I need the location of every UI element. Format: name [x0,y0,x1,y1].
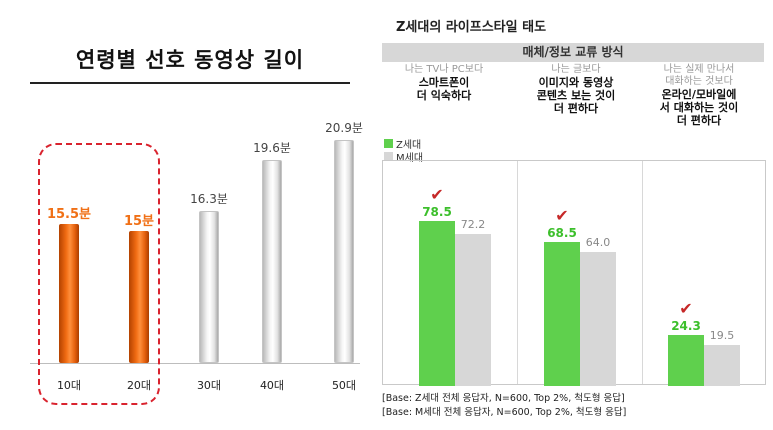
right-plot-area: 78.5 ✔ 72.2 68.5 ✔ 64.0 24.3 ✔ 19.5 [382,160,766,386]
z-generation-lifestyle-chart: Z세대의 라이프스타일 태도 매체/정보 교류 방식 나는 TV나 PC보다 스마… [376,0,773,430]
bar-40대 [262,159,282,363]
category-pre-2: 나는 실제 만나서 대화하는 것보다 [663,64,735,87]
bar-m-1 [580,251,616,386]
check-icon-0: ✔ [430,185,444,205]
value-label-30대: 16.3분 [190,192,228,207]
bar-10대 [59,223,79,363]
bar-m-2 [704,345,740,386]
category-label-40대: 40대 [259,379,285,392]
value-label-40대: 19.6분 [253,140,291,155]
left-chart-title: 연령별 선호 동영상 길이 [75,48,305,72]
bar-z-1 [544,242,580,386]
bar-m-0 [455,234,491,386]
grid-separator-1 [642,161,643,384]
bar-30대 [199,211,219,363]
bar-50대 [334,139,354,363]
legend-item-z: Z세대 [384,137,423,151]
value-label-z-0: 78.5 [422,205,452,220]
category-text-0: 나는 TV나 PC보다 스마트폰이 더 익숙하다 [385,64,503,102]
legend: Z세대 M세대 [384,137,424,164]
category-label-20대: 20대 [126,379,152,392]
value-label-m-0: 72.2 [460,218,486,232]
category-main-2: 온라인/모바일에 서 대화하는 것이 더 편하다 [659,88,739,127]
legend-label-m: M세대 [396,153,424,164]
left-chart-baseline [30,363,360,364]
bar-20대 [129,231,149,363]
footnote-m: [Base: M세대 전체 응답자, N=600, Top 2%, 척도형 응답… [382,407,627,418]
grid-separator-0 [517,161,518,384]
value-label-m-2: 19.5 [709,329,735,343]
category-pre-1: 나는 글보다 [551,64,601,75]
value-label-10대: 15.5분 [46,206,92,222]
legend-label-z: Z세대 [396,140,422,151]
legend-item-m: M세대 [384,150,424,164]
category-label-50대: 50대 [331,379,357,392]
footnotes: [Base: Z세대 전체 응답자, N=600, Top 2%, 척도형 응답… [382,392,626,420]
value-label-20대: 15분 [123,214,155,230]
category-main-1: 이미지와 동영상 콘텐츠 보는 것이 더 편하다 [536,76,616,115]
check-icon-1: ✔ [555,206,569,226]
check-icon-2: ✔ [679,298,693,318]
category-main-0: 스마트폰이 더 익숙하다 [416,76,472,102]
category-text-1: 나는 글보다 이미지와 동영상 콘텐츠 보는 것이 더 편하다 [517,64,635,115]
age-video-length-chart: 연령별 선호 동영상 길이 15.5분 15분 16.3분 19.6분 20.9분 10… [0,0,372,430]
value-label-m-1: 64.0 [585,235,611,249]
category-label-30대: 30대 [196,379,222,392]
footnote-z: [Base: Z세대 전체 응답자, N=600, Top 2%, 척도형 응답… [382,393,625,404]
category-label-10대: 10대 [56,379,82,392]
right-chart-title: Z세대의 라이프스타일 태도 [396,20,547,35]
value-label-50대: 20.9분 [325,120,363,135]
legend-swatch-m [384,152,393,161]
category-text-2: 나는 실제 만나서 대화하는 것보다 온라인/모바일에 서 대화하는 것이 더 편… [640,64,758,127]
value-label-z-2: 24.3 [671,318,701,333]
bar-z-2 [668,334,704,386]
value-label-z-1: 68.5 [547,226,577,241]
legend-swatch-z [384,139,393,148]
category-pre-0: 나는 TV나 PC보다 [404,64,484,75]
bar-z-0 [419,221,455,386]
right-chart-subtitle: 매체/정보 교류 방식 [382,43,764,62]
title-underline [30,82,350,84]
highlight-box [38,143,160,405]
